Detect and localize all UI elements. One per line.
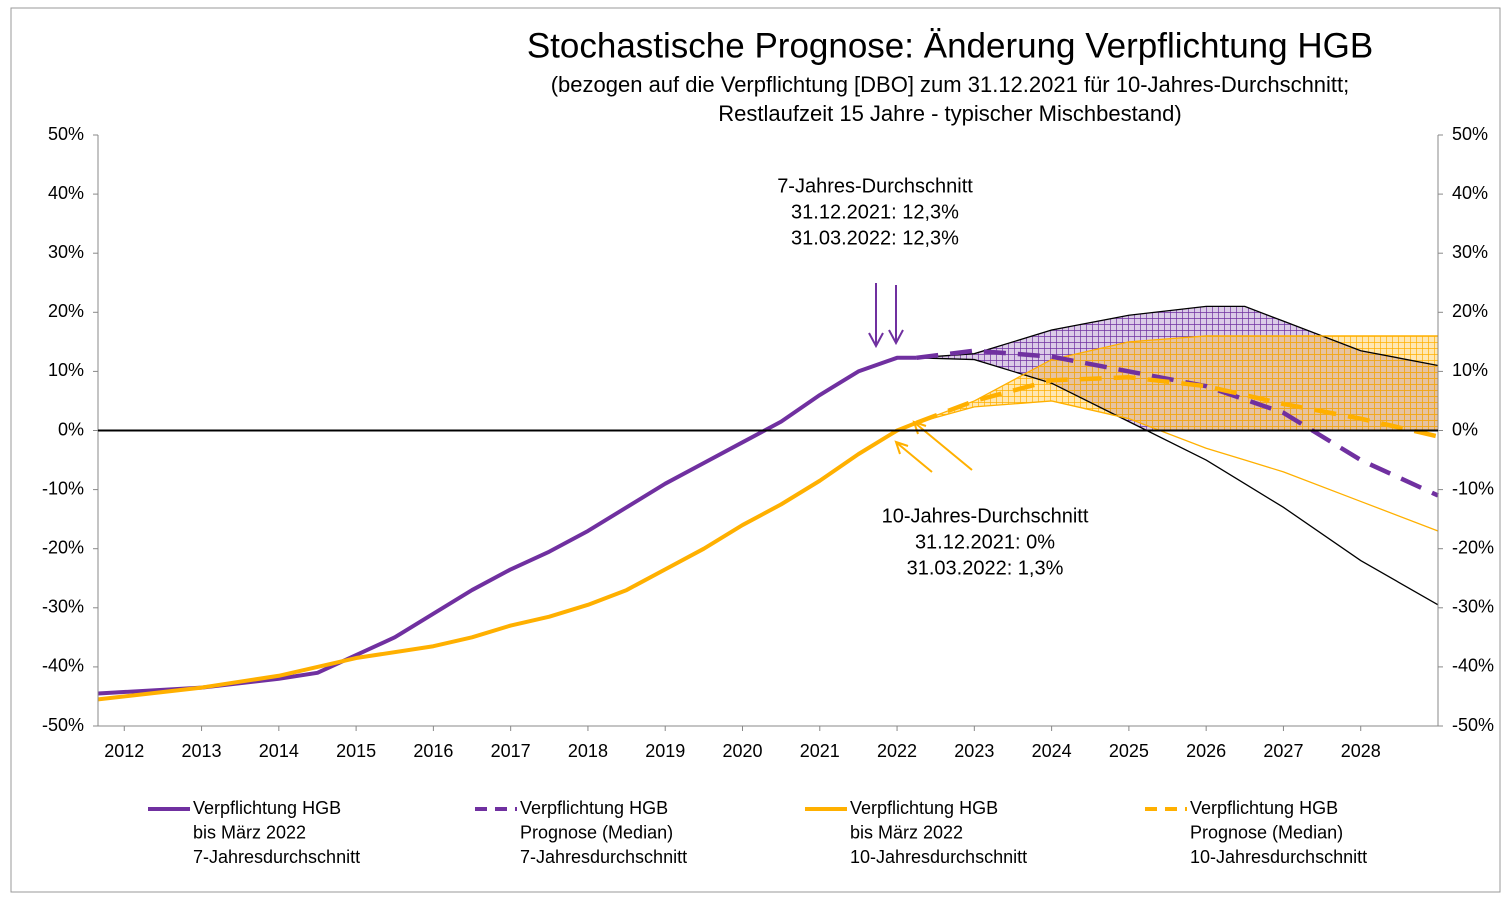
x-tick-label: 2012 xyxy=(104,741,144,761)
band-upper-edge xyxy=(916,335,1438,424)
x-tick-label: 2026 xyxy=(1186,741,1226,761)
x-tick-label: 2024 xyxy=(1032,741,1072,761)
legend-label: Prognose (Median) xyxy=(1190,822,1343,842)
x-tick-label: 2017 xyxy=(491,741,531,761)
y-tick-label: 50% xyxy=(48,124,84,144)
legend-label: 7-Jahresdurchschnitt xyxy=(193,847,360,867)
x-tick-label: 2019 xyxy=(645,741,685,761)
series-line xyxy=(97,420,918,702)
legend-label: Verpflichtung HGB xyxy=(850,798,998,818)
y-tick-label: 30% xyxy=(48,242,84,262)
legend-label: Verpflichtung HGB xyxy=(1190,798,1338,818)
y2-tick-label: 40% xyxy=(1452,183,1488,203)
arrow xyxy=(868,283,884,349)
frame xyxy=(10,7,1501,893)
y-tick-label: 20% xyxy=(48,301,84,321)
x-tick-label: 2015 xyxy=(336,741,376,761)
y-tick-label: -20% xyxy=(42,537,84,557)
x-tick-label: 2013 xyxy=(182,741,222,761)
arrow xyxy=(894,440,933,473)
arrow xyxy=(888,285,904,346)
annotation-arrows xyxy=(868,283,904,349)
band-lower-edge xyxy=(916,400,1439,532)
x-tick-label: 2021 xyxy=(800,741,840,761)
y-tick-label: -50% xyxy=(42,715,84,735)
legend-label: bis März 2022 xyxy=(850,822,963,842)
annotations: 7-Jahres-Durchschnitt 31.12.2021: 12,3% 31… xyxy=(777,175,1089,579)
y2-tick-label: 20% xyxy=(1452,301,1488,321)
legend-label: Verpflichtung HGB xyxy=(193,798,341,818)
plot xyxy=(97,305,1439,702)
y-tick-label: -40% xyxy=(42,656,84,676)
y-tick-label: 10% xyxy=(48,360,84,380)
annotation: 31.03.2022: 12,3% xyxy=(791,227,959,249)
series-line xyxy=(916,348,1439,498)
y-tick-label: -10% xyxy=(42,478,84,498)
y2-tick-label: -50% xyxy=(1452,715,1494,735)
annotation: 31.03.2022: 1,3% xyxy=(907,557,1064,579)
band-area xyxy=(916,335,1438,431)
annotation: 31.12.2021: 12,3% xyxy=(791,201,959,223)
y2-tick-label: 10% xyxy=(1452,360,1488,380)
y-tick-label: 40% xyxy=(48,183,84,203)
x-tick-label: 2022 xyxy=(877,741,917,761)
series-line xyxy=(97,355,917,696)
chart-subtitle: Restlaufzeit 15 Jahre - typischer Mischb… xyxy=(718,101,1181,126)
y-tick-label: 0% xyxy=(58,419,84,439)
x-tick-label: 2014 xyxy=(259,741,299,761)
x-tick-label: 2016 xyxy=(413,741,453,761)
annotation: 10-Jahres-Durchschnitt xyxy=(882,505,1089,527)
arrow xyxy=(912,420,973,471)
legend-label: 10-Jahresdurchschnitt xyxy=(850,847,1027,867)
series-line xyxy=(915,375,1439,439)
y2-tick-label: -10% xyxy=(1452,478,1494,498)
y2-tick-label: 0% xyxy=(1452,419,1478,439)
x-tick-label: 2027 xyxy=(1263,741,1303,761)
legend-label: 10-Jahresdurchschnitt xyxy=(1190,847,1367,867)
y2-tick-label: -40% xyxy=(1452,656,1494,676)
y2-tick-label: 50% xyxy=(1452,124,1488,144)
bands xyxy=(916,306,1438,431)
legend-label: 7-Jahresdurchschnitt xyxy=(520,847,687,867)
x-tick-label: 2023 xyxy=(954,741,994,761)
legend: Verpflichtung HGB bis März 2022 7-Jahresdu… xyxy=(148,798,1367,867)
y-tick-label: -30% xyxy=(42,597,84,617)
x-tick-label: 2020 xyxy=(722,741,762,761)
chart-title: Stochastische Prognose: Änderung Verpfli… xyxy=(527,26,1373,65)
x-tick-label: 2025 xyxy=(1109,741,1149,761)
chart-subtitle: (bezogen auf die Verpflichtung [DBO] zum… xyxy=(551,72,1350,97)
band-lower-edge xyxy=(916,357,1439,606)
legend-label: Prognose (Median) xyxy=(520,822,673,842)
y2-tick-label: -30% xyxy=(1452,597,1494,617)
y2-tick-label: -20% xyxy=(1452,537,1494,557)
annotation: 31.12.2021: 0% xyxy=(915,531,1055,553)
legend-label: bis März 2022 xyxy=(193,822,306,842)
y2-tick-label: 30% xyxy=(1452,242,1488,262)
band-upper-edge xyxy=(916,305,1439,367)
legend-label: Verpflichtung HGB xyxy=(520,798,668,818)
x-tick-label: 2018 xyxy=(568,741,608,761)
x-tick-label: 2028 xyxy=(1341,741,1381,761)
annotation: 7-Jahres-Durchschnitt xyxy=(777,175,973,197)
